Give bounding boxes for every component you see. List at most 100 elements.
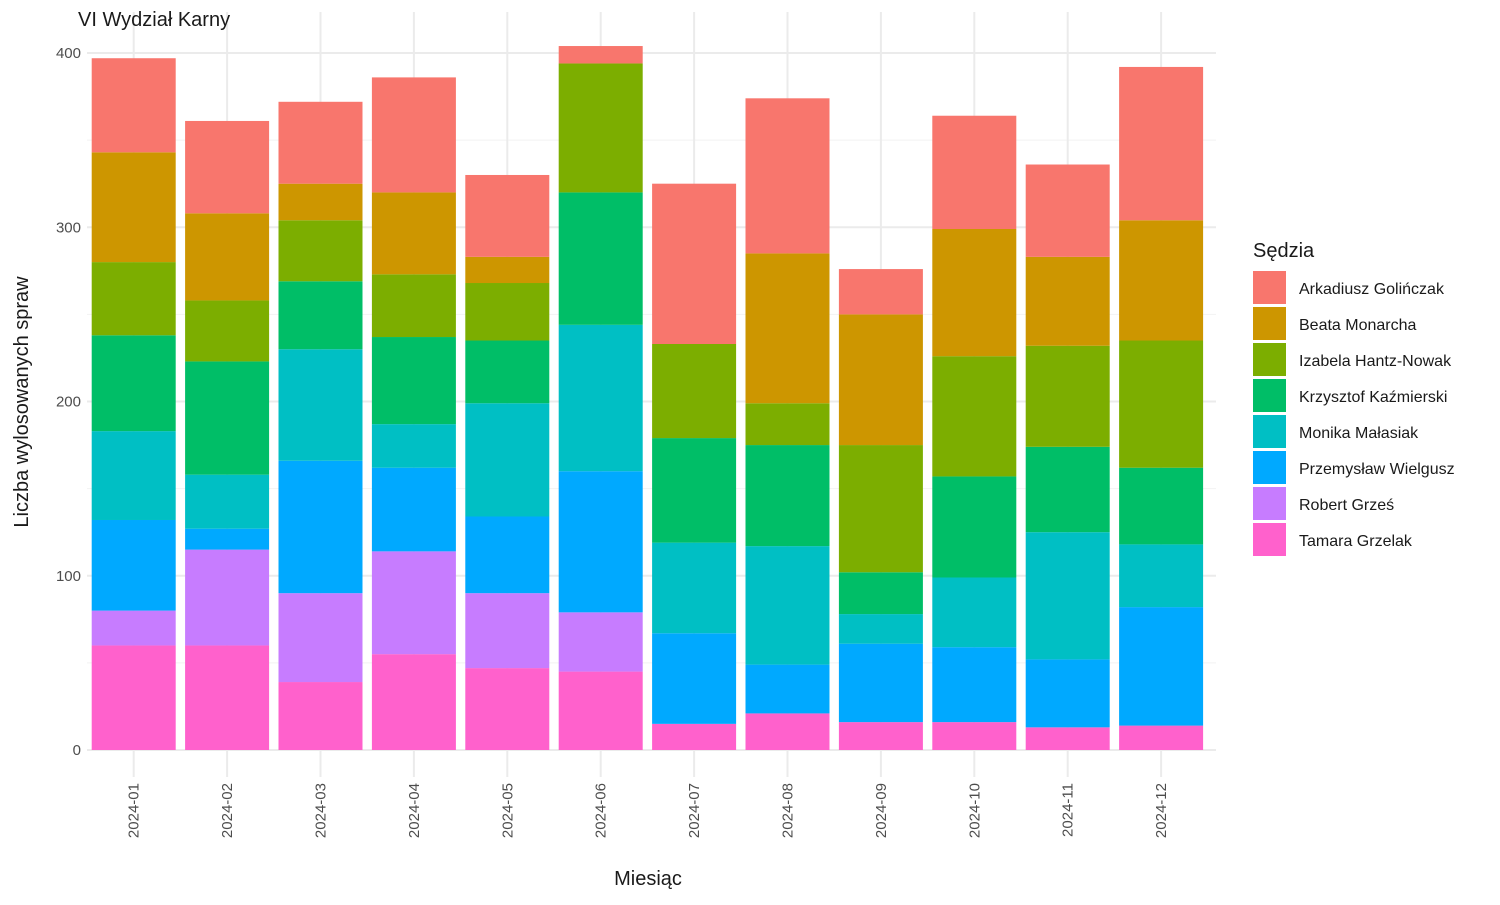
bar-segment (745, 546, 830, 665)
x-tick-label: 2024-06 (593, 783, 610, 838)
bar-segment (185, 474, 270, 529)
bars (91, 46, 1204, 750)
bar-segment (278, 220, 363, 282)
y-tick-label: 400 (56, 45, 81, 62)
bar-segment (371, 467, 456, 552)
bar-segment (91, 431, 176, 520)
bar-segment (185, 300, 270, 362)
bar-segment (1025, 345, 1110, 447)
legend-key (1253, 307, 1286, 340)
bar-segment (838, 722, 923, 750)
bar-segment (278, 682, 363, 750)
bar-segment (652, 183, 737, 344)
bar-segment (1025, 727, 1110, 750)
bar-segment (91, 610, 176, 646)
legend-key (1253, 451, 1286, 484)
bar-segment (371, 551, 456, 655)
bar-segment (652, 343, 737, 439)
bar-segment (278, 281, 363, 350)
bar-segment (745, 253, 830, 404)
legend-key (1253, 415, 1286, 448)
bar-segment (652, 542, 737, 634)
bar-segment (838, 269, 923, 315)
legend-label: Robert Grześ (1299, 497, 1394, 514)
bar-segment (278, 349, 363, 461)
bar-segment (652, 438, 737, 543)
bar-segment (745, 445, 830, 547)
bar-segment (558, 612, 643, 672)
legend-key (1253, 379, 1286, 412)
bar-segment (1119, 544, 1204, 608)
y-tick-label: 100 (56, 568, 81, 585)
bar-segment (91, 58, 176, 153)
bar-segment (371, 337, 456, 425)
bar-segment (932, 647, 1017, 723)
bar-segment (652, 723, 737, 750)
bar-segment (838, 445, 923, 573)
y-tick-label: 0 (73, 742, 81, 759)
legend: Sędzia Arkadiusz Golińczak Beata Monarcha… (1253, 240, 1455, 556)
bar-segment (558, 63, 643, 193)
x-tick-label: 2024-07 (686, 783, 703, 838)
bar-segment (558, 324, 643, 472)
bar-segment (745, 713, 830, 750)
bar-segment (1025, 164, 1110, 257)
bar-segment (371, 654, 456, 750)
bar-segment (932, 228, 1017, 357)
x-tick-label: 2024-12 (1153, 783, 1170, 838)
bar-segment (1119, 725, 1204, 750)
bar-segment (185, 549, 270, 646)
bar-segment (1119, 340, 1204, 468)
bar-segment (465, 174, 550, 257)
legend-label: Tamara Grzelak (1299, 533, 1413, 550)
x-tick-label: 2024-09 (873, 783, 890, 838)
bar-segment (371, 274, 456, 338)
bar-segment (185, 361, 270, 475)
legend-key (1253, 271, 1286, 304)
y-axis-title: Liczba wylosowanych spraw (11, 276, 33, 528)
bar-segment (1025, 446, 1110, 533)
bar-segment (932, 476, 1017, 578)
bar-segment (558, 192, 643, 325)
bar-segment (278, 593, 363, 683)
y-tick-label: 300 (56, 219, 81, 236)
bar-segment (91, 152, 176, 263)
chart-title: VI Wydział Karny (78, 9, 230, 31)
bar-segment (1025, 256, 1110, 346)
bar-segment (558, 471, 643, 613)
bar-segment (838, 314, 923, 446)
bar-segment (838, 572, 923, 615)
bar-segment (185, 213, 270, 301)
bar-segment (278, 183, 363, 221)
bar-segment (371, 192, 456, 275)
bar-segment (185, 120, 270, 214)
x-tick-label: 2024-01 (126, 783, 143, 838)
bar-segment (558, 671, 643, 750)
x-tick-label: 2024-08 (780, 783, 797, 838)
bar-segment (1119, 66, 1204, 221)
bar-segment (838, 614, 923, 644)
bar-segment (558, 46, 643, 64)
y-axis-ticks: 0 100 200 300 400 (56, 45, 81, 759)
bar-segment (91, 645, 176, 750)
x-axis-title: Miesiąc (614, 868, 682, 890)
x-tick-label: 2024-02 (219, 783, 236, 838)
x-tick-label: 2024-04 (406, 783, 423, 838)
bar-segment (278, 460, 363, 594)
legend-key (1253, 487, 1286, 520)
bar-segment (185, 528, 270, 550)
x-tick-label: 2024-11 (1060, 783, 1077, 837)
bar-segment (1119, 467, 1204, 545)
x-tick-label: 2024-05 (499, 783, 516, 838)
legend-key (1253, 343, 1286, 376)
y-tick-label: 200 (56, 394, 81, 411)
legend-label: Krzysztof Kaźmierski (1299, 389, 1447, 406)
bar-segment (465, 340, 550, 404)
bar-segment (185, 645, 270, 750)
legend-key (1253, 523, 1286, 556)
bar-segment (371, 424, 456, 468)
bar-segment (745, 403, 830, 446)
legend-label: Izabela Hantz-Nowak (1299, 353, 1452, 370)
